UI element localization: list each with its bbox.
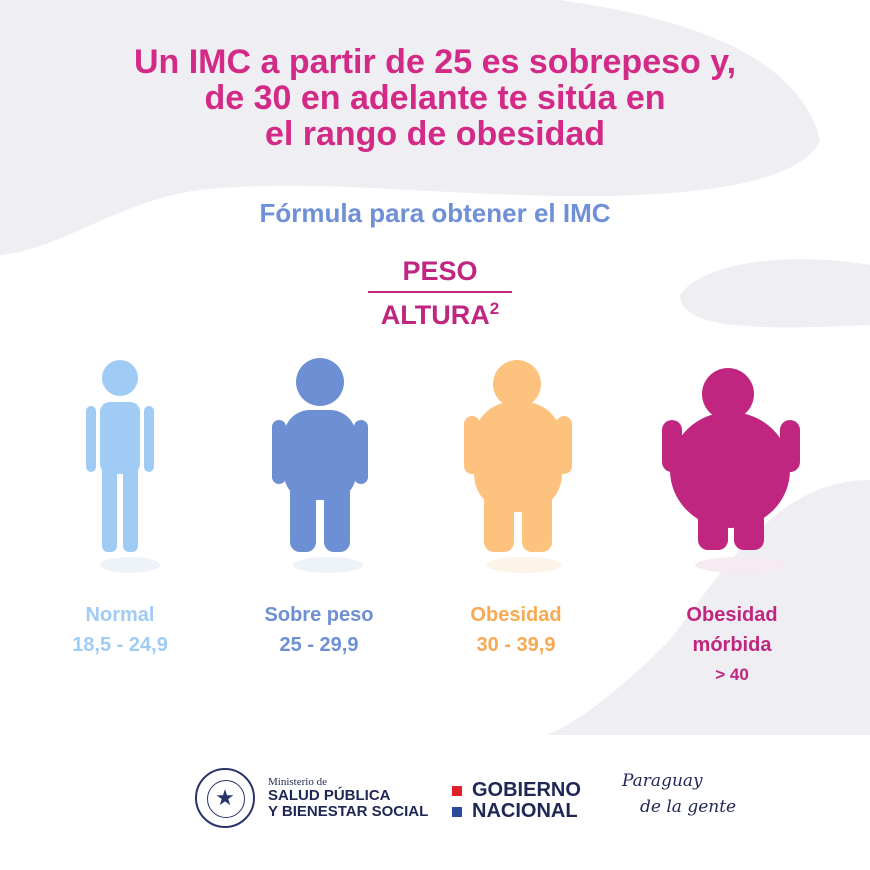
exponent: 2 <box>489 299 500 318</box>
star-icon: ★ <box>215 785 235 810</box>
category-label: Sobre peso <box>264 604 374 626</box>
morbid-obese-figure-icon <box>662 368 800 573</box>
gobierno-line2: NACIONAL <box>472 800 578 822</box>
category-range: 30 - 39,9 <box>476 634 556 656</box>
category-morbid-obese: Obesidad mórbida > 40 <box>642 600 822 690</box>
headline-line: de 30 en adelante te sitúa en <box>204 79 666 117</box>
category-obese: Obesidad 30 - 39,9 <box>426 600 606 660</box>
slogan-line2: de la gente <box>640 797 737 817</box>
blue-square-icon <box>452 806 462 817</box>
category-label: Normal <box>85 604 155 626</box>
obese-figure-icon <box>464 360 572 573</box>
headline: Un IMC a partir de 25 es sobrepeso y, de… <box>0 44 870 152</box>
headline-line: Un IMC a partir de 25 es sobrepeso y, <box>133 43 737 81</box>
overweight-figure-icon <box>272 358 368 573</box>
category-range: 18,5 - 24,9 <box>72 634 168 656</box>
category-overweight: Sobre peso 25 - 29,9 <box>229 600 409 660</box>
paraguay-de-la-gente-logo: Paraguay de la gente <box>622 768 736 820</box>
ministry-logo: Ministerio de SALUD PÚBLICA Y BIENESTAR … <box>268 776 428 820</box>
category-normal: Normal 18,5 - 24,9 <box>30 600 210 660</box>
slogan-line1: Paraguay <box>622 771 703 791</box>
category-label: mórbida <box>692 634 772 656</box>
formula-numerator: PESO <box>368 256 512 293</box>
paraguay-seal-logo: ★ <box>195 768 255 828</box>
ministry-line2: Y BIENESTAR SOCIAL <box>268 803 429 820</box>
bmi-formula: PESO ALTURA2 <box>368 256 512 331</box>
formula-denominator: ALTURA2 <box>368 293 512 331</box>
ministry-line1: SALUD PÚBLICA <box>268 787 391 804</box>
gobierno-line1: GOBIERNO <box>472 779 581 801</box>
formula-heading: Fórmula para obtener el IMC <box>259 198 611 228</box>
category-range: 25 - 29,9 <box>279 634 359 656</box>
denominator-text: ALTURA <box>380 300 490 330</box>
ministry-small: Ministerio de <box>268 776 327 788</box>
red-square-icon <box>452 785 462 796</box>
category-range: > 40 <box>715 665 749 684</box>
normal-figure-icon <box>86 360 160 573</box>
footer <box>0 735 870 870</box>
headline-line: el rango de obesidad <box>264 115 606 153</box>
gobierno-nacional-logo: GOBIERNO NACIONAL <box>452 780 581 822</box>
category-label: Obesidad <box>470 604 562 626</box>
category-label: Obesidad <box>686 604 778 626</box>
